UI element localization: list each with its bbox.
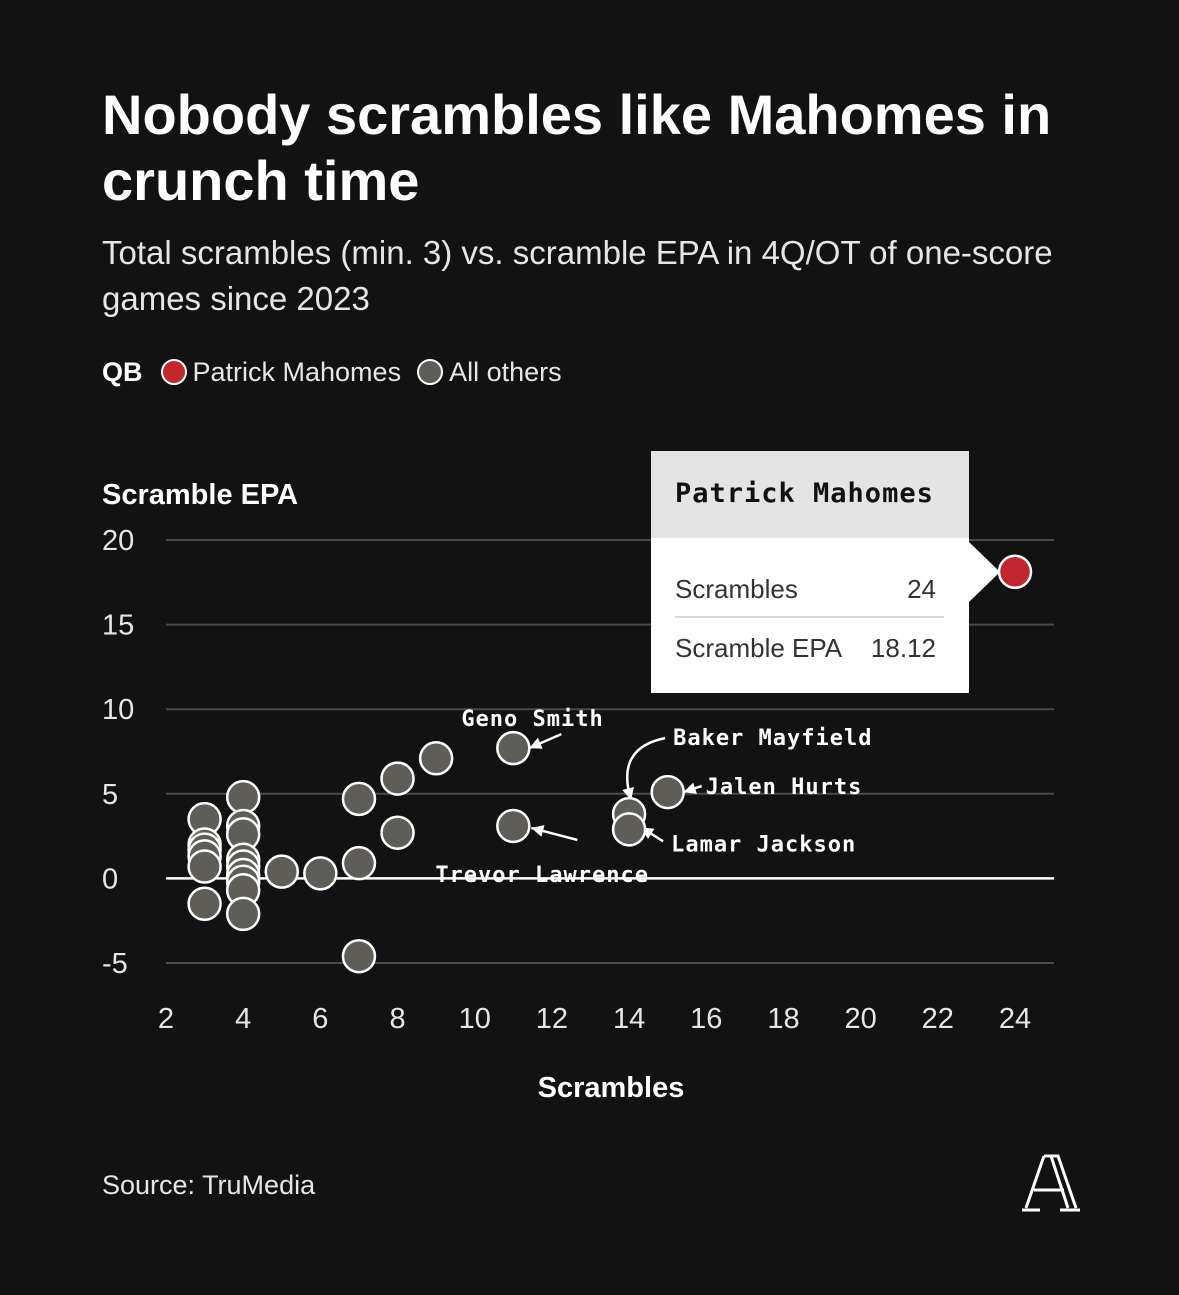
data-point[interactable]	[380, 815, 415, 850]
y-tick-labels: -5 0 5 10 15 20	[102, 525, 134, 980]
x-tick-label: 12	[536, 1003, 568, 1035]
annotation-arrowhead	[683, 782, 697, 795]
data-point[interactable]	[418, 741, 454, 776]
x-tick-label: 2	[158, 1003, 174, 1035]
data-point[interactable]	[225, 779, 261, 815]
legend-item-others: All others	[417, 357, 562, 388]
x-tick-label: 24	[999, 1003, 1031, 1035]
data-point[interactable]	[496, 730, 531, 766]
data-point[interactable]	[380, 761, 415, 796]
data-point[interactable]	[496, 808, 531, 844]
data-point[interactable]	[187, 886, 222, 922]
chart-subtitle: Total scrambles (min. 3) vs. scramble EP…	[102, 234, 1053, 317]
x-tick-labels: 2 4 6 8 10 12 14 16 18 20 22 24	[158, 1003, 1031, 1035]
point-label: Trevor Lawrence	[435, 863, 649, 888]
data-point[interactable]	[341, 845, 377, 881]
x-tick-label: 18	[767, 1003, 799, 1035]
tooltip-name: Patrick Mahomes	[675, 478, 934, 509]
tooltip-pointer	[969, 542, 1000, 602]
annotation-arrowhead	[529, 737, 543, 749]
y-tick-label: -5	[102, 948, 128, 980]
data-point[interactable]	[341, 781, 377, 817]
chart-title: Nobody scrambles like Mahomes in crunch …	[102, 83, 1052, 212]
x-tick-label: 16	[690, 1003, 722, 1035]
x-tick-label: 20	[845, 1003, 877, 1035]
data-point[interactable]	[187, 849, 222, 884]
the-athletic-logo-icon	[1022, 1154, 1080, 1212]
y-tick-label: 10	[102, 694, 134, 726]
legend-label-others: All others	[449, 356, 562, 387]
tooltip-row-label: Scramble EPA	[675, 633, 843, 663]
data-point[interactable]	[225, 896, 261, 932]
point-mahomes[interactable]	[997, 554, 1033, 590]
annotation-arrowhead	[622, 786, 634, 801]
data-point[interactable]	[650, 774, 685, 810]
tooltip-row-value: 24	[907, 574, 936, 604]
legend: QB Patrick Mahomes All others	[102, 352, 578, 392]
point-label: Baker Mayfield	[673, 726, 872, 751]
x-axis-label: Scrambles	[538, 1072, 685, 1104]
x-tick-label: 14	[613, 1003, 645, 1035]
tooltip: Patrick Mahomes Scrambles 24 Scramble EP…	[651, 451, 1000, 693]
source-note: Source: TruMedia	[102, 1170, 316, 1200]
legend-item-mahomes: Patrick Mahomes	[160, 356, 402, 388]
x-tick-label: 22	[922, 1003, 954, 1035]
data-point[interactable]	[303, 856, 338, 891]
tooltip-row-value: 18.12	[871, 633, 936, 663]
x-tick-label: 6	[312, 1003, 328, 1035]
data-point[interactable]	[611, 812, 647, 847]
tooltip-header	[651, 451, 969, 538]
y-tick-label: 20	[102, 525, 134, 557]
x-tick-label: 10	[459, 1003, 491, 1035]
legend-swatch-others	[417, 359, 444, 385]
y-tick-label: 5	[102, 779, 118, 811]
x-tick-label: 4	[235, 1003, 251, 1035]
point-label: Lamar Jackson	[671, 832, 856, 857]
data-point[interactable]	[264, 854, 300, 889]
tooltip-row-label: Scrambles	[675, 574, 798, 604]
y-tick-label: 0	[102, 863, 118, 895]
y-axis-label: Scramble EPA	[102, 479, 298, 511]
legend-swatch-mahomes	[160, 359, 187, 385]
legend-label-mahomes: Patrick Mahomes	[192, 356, 402, 387]
annotation-arrowhead	[531, 825, 545, 837]
x-tick-label: 8	[389, 1003, 405, 1035]
point-label: Geno Smith	[461, 707, 603, 732]
y-tick-label: 15	[102, 610, 134, 642]
data-point[interactable]	[341, 938, 377, 974]
data-points	[187, 554, 1033, 974]
point-label: Jalen Hurts	[706, 775, 863, 800]
point-annotations: Geno Smith Trevor Lawrence Baker Mayfield L…	[435, 707, 872, 888]
legend-title: QB	[102, 356, 143, 387]
